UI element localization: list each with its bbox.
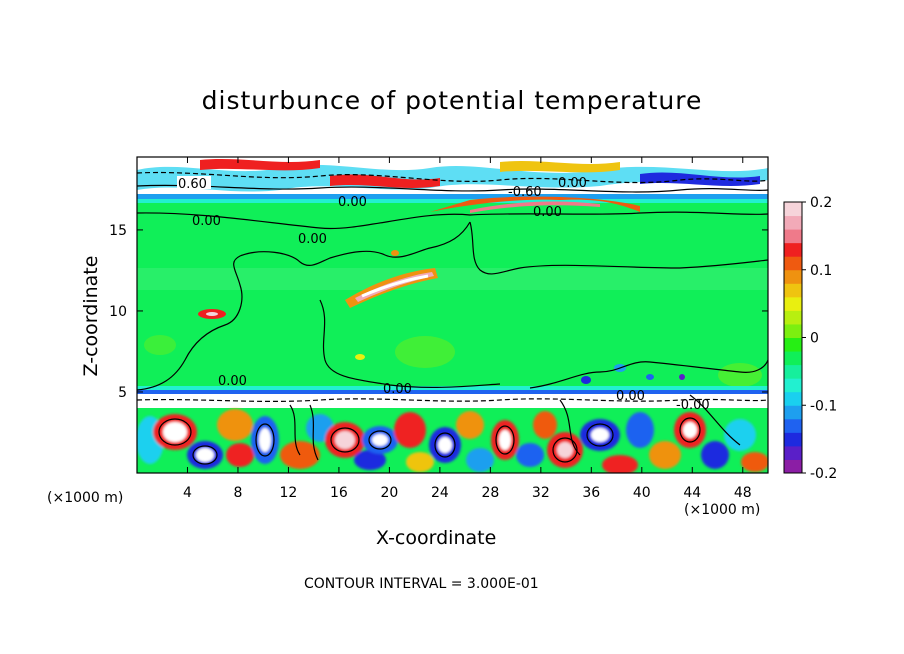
y-tick-label: 15	[109, 223, 127, 239]
contour-label: 0.60	[178, 177, 207, 192]
colorbar-swatch	[784, 432, 802, 447]
contour-label: 0.00	[616, 389, 645, 404]
colorbar-swatch	[784, 337, 802, 352]
contour-label: 0.00	[533, 205, 562, 220]
x-tick-label: 28	[481, 485, 499, 501]
colorbar-swatch	[784, 229, 802, 244]
colorbar-swatch	[784, 310, 802, 325]
chart-title: disturbunce of potential temperature	[201, 86, 703, 115]
y-axis: 5 10 15	[109, 223, 768, 401]
x-tick-label: 8	[233, 485, 242, 501]
colorbar-swatch	[784, 378, 802, 393]
contour-label: 0.00	[218, 374, 247, 389]
contour-label: 0.00	[192, 214, 221, 229]
contour-label: 0.00	[558, 176, 587, 191]
contour-interval-note: CONTOUR INTERVAL = 3.000E-01	[304, 576, 539, 592]
colorbar-swatch	[784, 269, 802, 284]
contour-label: 0.00	[338, 195, 367, 210]
colorbar-swatch	[784, 256, 802, 271]
colorbar-swatch	[784, 459, 802, 474]
colorbar-swatch	[784, 215, 802, 230]
contour-label: -0.60	[508, 185, 542, 200]
x-unit-left: (×1000 m)	[47, 490, 124, 506]
y-tick-label: 5	[118, 385, 127, 401]
contour-label: -0.00	[676, 398, 710, 413]
colorbar-ticks: -0.2 -0.1 0 0.1 0.2	[802, 195, 837, 482]
colorbar-swatch	[784, 405, 802, 420]
x-axis-label: X-coordinate	[376, 527, 497, 549]
y-tick-label: 10	[109, 304, 127, 320]
x-tick-label: 12	[280, 485, 298, 501]
colorbar-swatch	[784, 296, 802, 311]
x-axis: 4 8 12 16 20 24 28 32 36 40 44 48	[183, 157, 752, 501]
contour-label: 0.00	[383, 382, 412, 397]
colorbar-tick-label: 0	[810, 331, 819, 347]
x-tick-label: 20	[380, 485, 398, 501]
colorbar-swatch	[784, 242, 802, 257]
x-tick-label: 40	[633, 485, 651, 501]
colorbar-swatch	[784, 323, 802, 338]
colorbar	[783, 201, 803, 474]
contour-lines	[137, 171, 768, 465]
colorbar-tick-label: 0.1	[810, 263, 832, 279]
x-tick-label: 44	[683, 485, 701, 501]
plot-frame	[136, 156, 769, 474]
x-tick-label: 24	[431, 485, 449, 501]
colorbar-swatch	[784, 445, 802, 460]
colorbar-swatch	[784, 283, 802, 298]
x-unit-right: (×1000 m)	[684, 502, 761, 518]
colorbar-swatch	[784, 351, 802, 366]
colorbar-swatch	[784, 391, 802, 406]
colorbar-swatch	[784, 418, 802, 433]
x-tick-label: 16	[330, 485, 348, 501]
colorbar-tick-label: -0.1	[810, 398, 837, 414]
y-axis-label: Z-coordinate	[80, 255, 102, 377]
contour-label: 0.00	[298, 232, 327, 247]
x-tick-label: 32	[532, 485, 550, 501]
heatmap-field: 0.60 0.00 -0.60 0.00 0.00 0.00 0.00 0.00…	[137, 157, 768, 473]
x-tick-label: 48	[734, 485, 752, 501]
colorbar-swatch	[784, 202, 802, 217]
x-tick-label: 4	[183, 485, 192, 501]
colorbar-tick-label: 0.2	[810, 195, 832, 211]
x-tick-label: 36	[582, 485, 600, 501]
contour-label-group: 0.60 0.00 -0.60 0.00 0.00 0.00 0.00 0.00…	[177, 176, 710, 413]
colorbar-tick-label: -0.2	[810, 466, 837, 482]
colorbar-swatch	[784, 364, 802, 379]
